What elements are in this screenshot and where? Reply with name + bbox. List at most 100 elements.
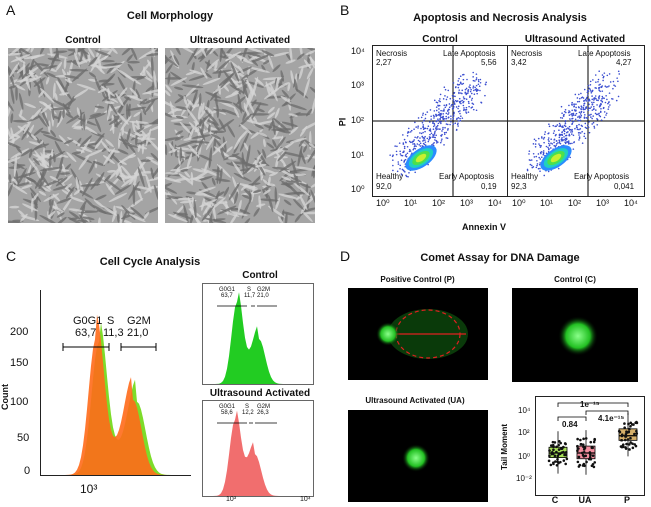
event-dot bbox=[430, 118, 432, 120]
data-point bbox=[557, 461, 560, 465]
cell-shape bbox=[203, 201, 213, 208]
event-dot bbox=[585, 116, 588, 119]
event-dot bbox=[569, 142, 572, 145]
cell-shape bbox=[188, 127, 195, 141]
cell-shape bbox=[8, 67, 15, 87]
event-dot bbox=[598, 114, 601, 117]
event-dot bbox=[596, 104, 598, 106]
data-point bbox=[551, 440, 555, 444]
event-dot bbox=[452, 123, 455, 125]
early-apoptosis-value: 0,041 bbox=[614, 182, 635, 191]
event-dot bbox=[433, 124, 436, 126]
event-dot bbox=[435, 140, 438, 143]
cell-shape bbox=[72, 68, 88, 82]
cell-shape bbox=[150, 56, 154, 77]
event-dot bbox=[582, 104, 585, 107]
cell-shape bbox=[296, 53, 305, 60]
event-dot bbox=[469, 95, 471, 97]
event-dot bbox=[439, 128, 441, 130]
cell-shape bbox=[179, 146, 183, 162]
cell-shape bbox=[109, 165, 122, 180]
cell-shape bbox=[240, 123, 252, 135]
event-dot bbox=[437, 105, 440, 107]
event-dot bbox=[603, 72, 606, 74]
event-dot bbox=[434, 130, 436, 133]
cell-shape bbox=[92, 205, 107, 215]
cell-shape bbox=[216, 163, 220, 185]
event-dot bbox=[442, 98, 445, 100]
event-dot bbox=[615, 99, 618, 102]
event-dot bbox=[405, 141, 407, 144]
event-dot bbox=[593, 97, 595, 100]
cell-shape bbox=[165, 84, 173, 93]
cell-shape bbox=[175, 130, 184, 136]
cell-shape bbox=[151, 118, 158, 125]
data-point bbox=[551, 443, 555, 447]
cell-shape bbox=[311, 165, 315, 177]
event-dot bbox=[574, 127, 576, 130]
event-dot bbox=[472, 79, 475, 82]
data-point bbox=[635, 429, 638, 433]
cell-shape bbox=[150, 48, 156, 57]
cell-shape bbox=[290, 70, 295, 84]
cell-shape bbox=[309, 86, 315, 96]
event-dot bbox=[462, 104, 465, 107]
cell-shape bbox=[59, 172, 71, 175]
event-dot bbox=[442, 115, 445, 118]
cell-shape bbox=[82, 113, 86, 131]
data-point bbox=[627, 430, 630, 434]
event-dot bbox=[555, 143, 558, 145]
cell-shape bbox=[168, 148, 178, 154]
event-dot bbox=[409, 150, 412, 152]
cell-shape bbox=[88, 113, 106, 120]
event-dot bbox=[569, 128, 572, 131]
event-dot bbox=[403, 138, 406, 141]
cell-shape bbox=[8, 124, 12, 140]
cell-shape bbox=[127, 60, 140, 64]
cell-shape bbox=[172, 160, 185, 171]
cell-shape bbox=[263, 124, 273, 129]
cell-shape bbox=[165, 186, 178, 194]
event-dot bbox=[472, 108, 475, 111]
event-dot bbox=[603, 97, 605, 100]
cell-shape bbox=[165, 54, 179, 68]
event-dot bbox=[432, 125, 435, 128]
event-dot bbox=[439, 118, 441, 121]
box-xtick: UA bbox=[578, 495, 592, 505]
event-dot bbox=[440, 112, 442, 115]
morphology-control-image bbox=[8, 48, 158, 223]
data-point bbox=[588, 455, 592, 459]
event-dot bbox=[558, 125, 561, 128]
event-dot bbox=[392, 159, 394, 161]
cell-shape bbox=[148, 159, 158, 168]
event-dot bbox=[588, 107, 590, 110]
event-dot bbox=[405, 155, 408, 158]
event-dot bbox=[433, 133, 436, 135]
event-dot bbox=[550, 142, 552, 144]
cell-shape bbox=[256, 160, 266, 176]
event-dot bbox=[408, 148, 411, 151]
tail-moment-chart bbox=[535, 396, 645, 496]
event-dot bbox=[459, 110, 461, 112]
cell-shape bbox=[235, 96, 246, 105]
event-dot bbox=[472, 103, 475, 105]
cell-shape bbox=[129, 87, 138, 97]
event-dot bbox=[451, 94, 454, 97]
cell-shape bbox=[274, 107, 280, 119]
event-dot bbox=[471, 97, 474, 100]
cell-shape bbox=[233, 106, 240, 118]
cell-shape bbox=[153, 70, 157, 89]
event-dot bbox=[607, 106, 610, 108]
cell-shape bbox=[219, 48, 224, 63]
cell-shape bbox=[50, 205, 64, 212]
event-dot bbox=[406, 152, 409, 155]
event-dot bbox=[450, 120, 452, 123]
panel-d-letter: D bbox=[340, 248, 351, 264]
comet-positive-image bbox=[348, 288, 488, 380]
event-dot bbox=[433, 122, 436, 125]
event-dot bbox=[552, 124, 555, 127]
data-point bbox=[625, 442, 628, 446]
event-dot bbox=[422, 131, 424, 134]
event-dot bbox=[596, 123, 599, 126]
event-dot bbox=[575, 106, 577, 109]
